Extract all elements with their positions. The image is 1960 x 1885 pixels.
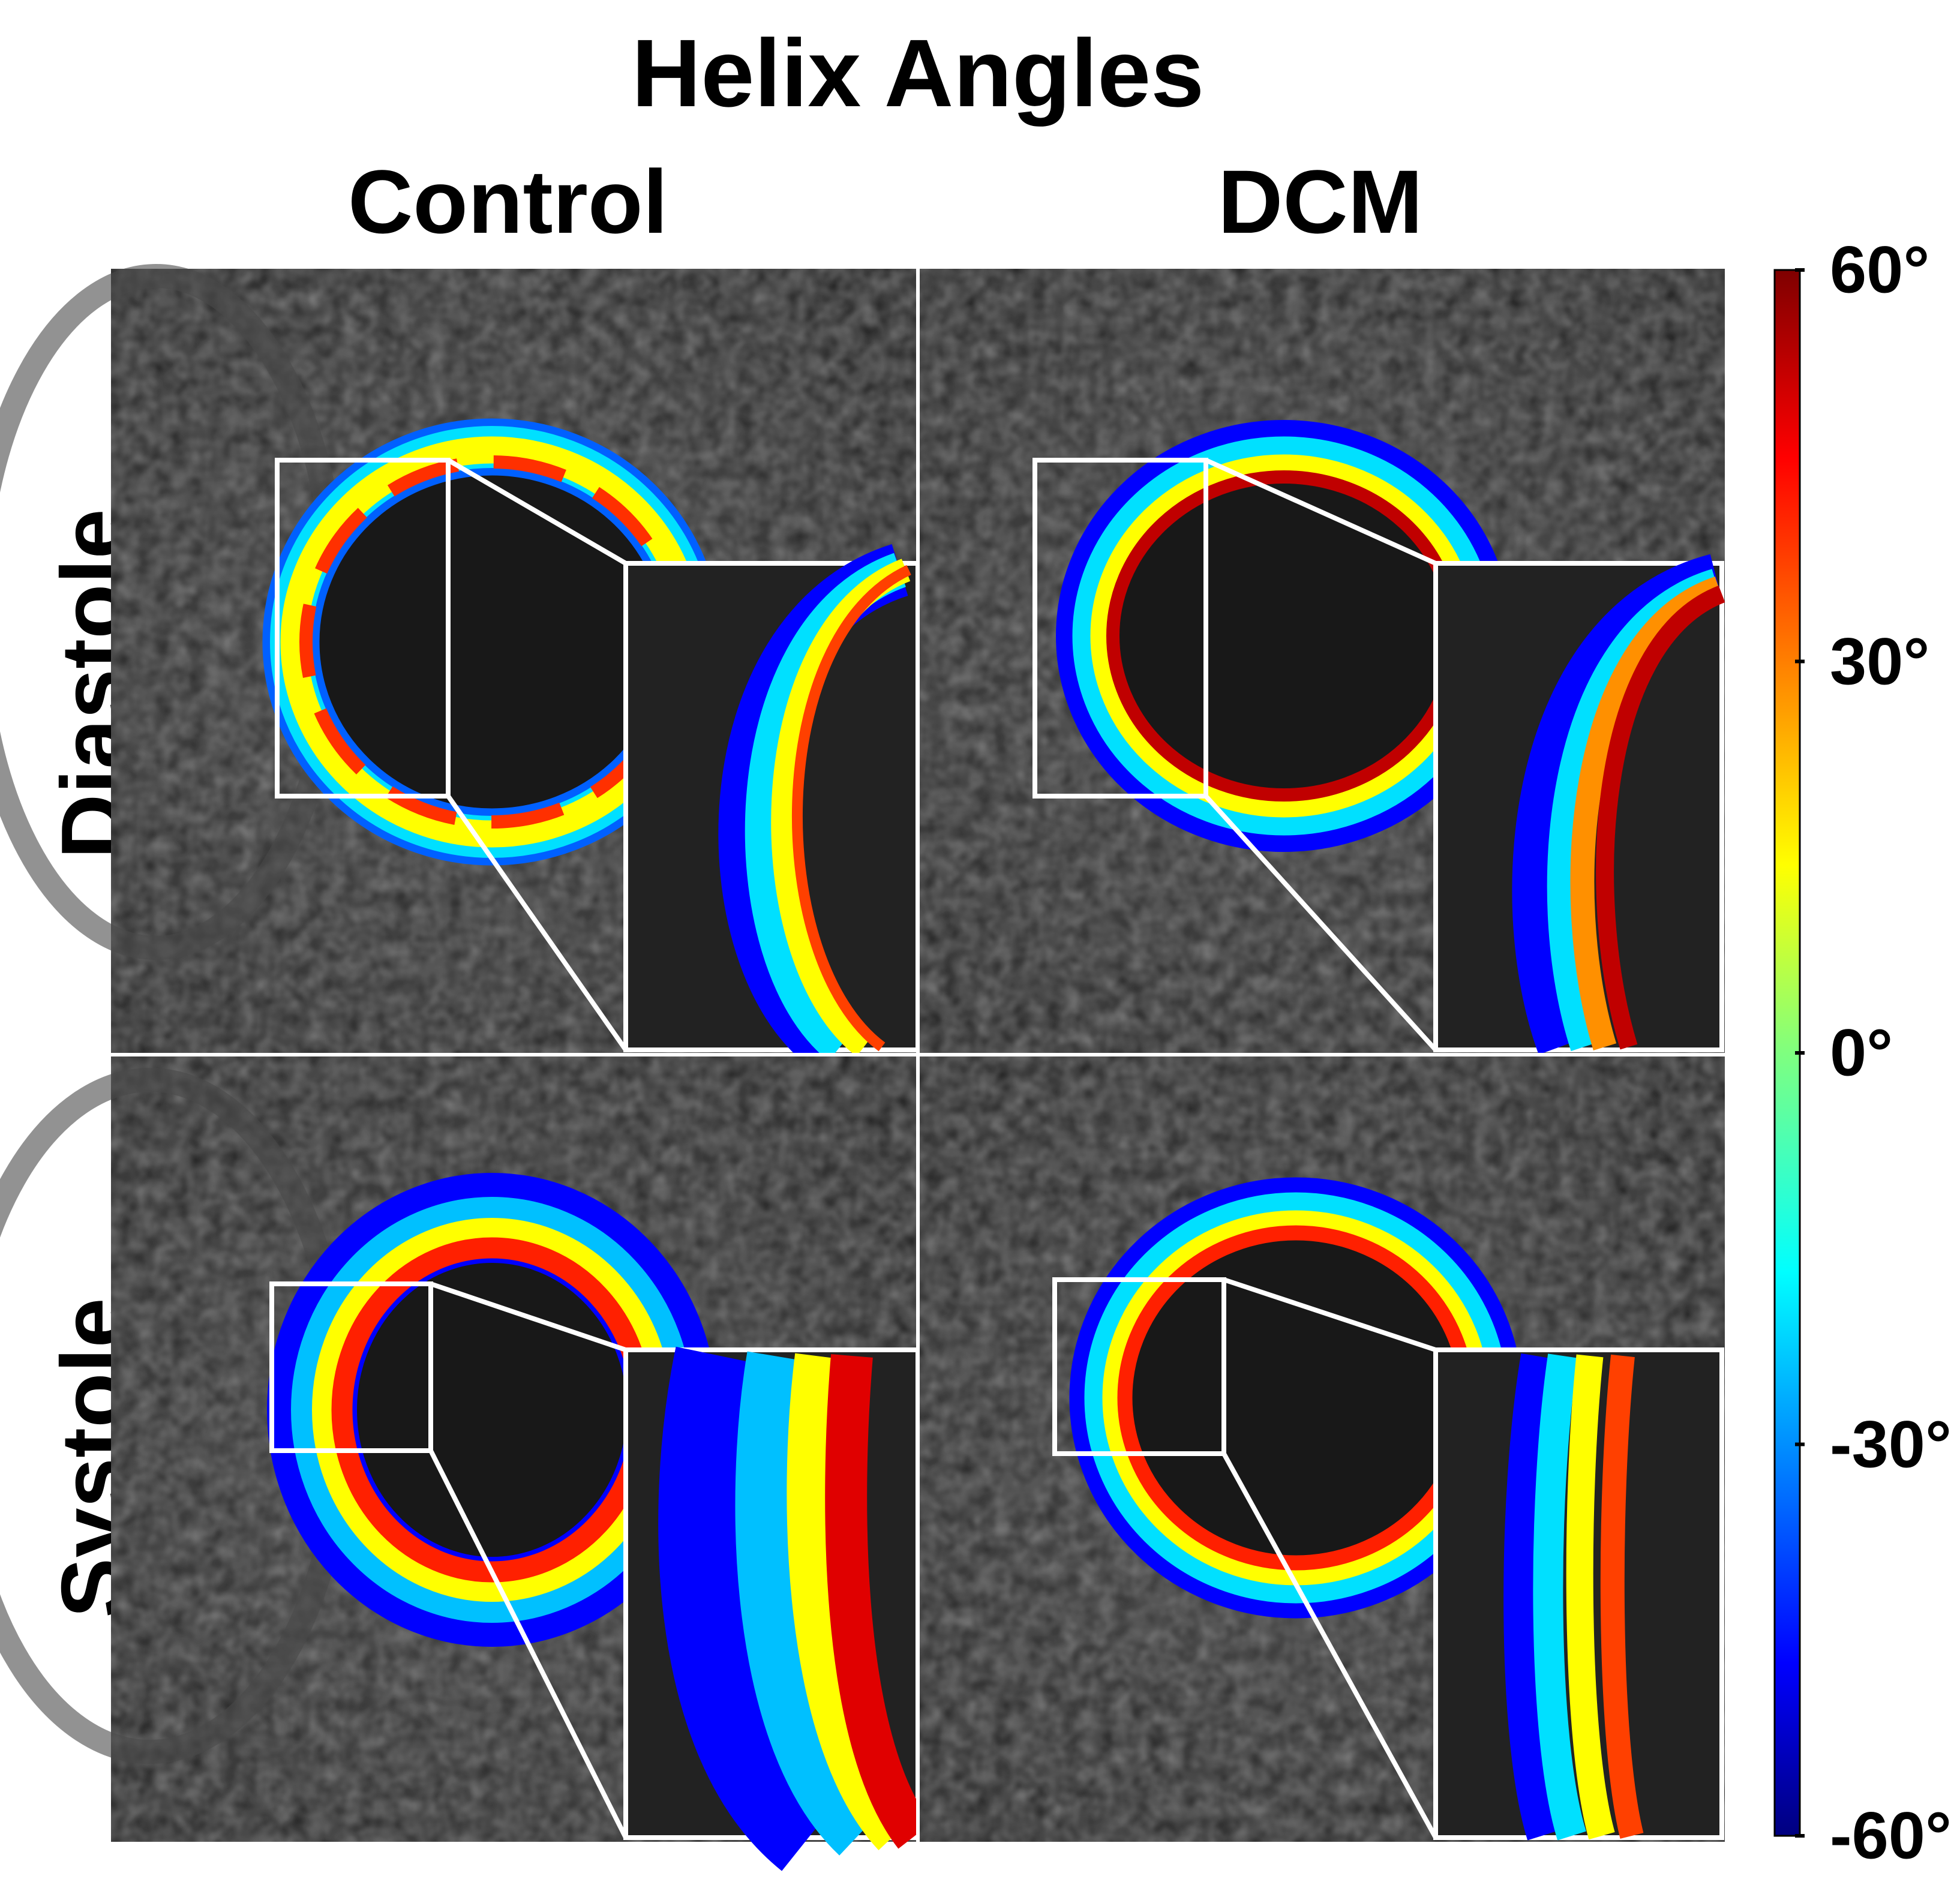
- panel-dcm-systole: [918, 1055, 1725, 1842]
- column-label-dcm: DCM: [1218, 151, 1423, 252]
- colorbar-tick-label: -30°: [1830, 1407, 1952, 1481]
- zoom-source-box: [1052, 1277, 1226, 1456]
- panel-control-diastole: [0, 264, 920, 1069]
- colorbar-tick-label: 0°: [1830, 1016, 1893, 1090]
- zoom-inset: [1433, 554, 1725, 1055]
- colorbar-tick-label: 60°: [1830, 233, 1930, 307]
- zoom-inset: [623, 1346, 932, 1871]
- colorbar: [1773, 268, 1805, 1838]
- figure-title: Helix Angles: [631, 19, 1205, 127]
- column-label-control: Control: [348, 151, 668, 252]
- colorbar-tick-label: 30°: [1830, 625, 1930, 698]
- panel-control-systole: [0, 1055, 932, 1871]
- zoom-inset: [1433, 1347, 1724, 1841]
- zoom-inset: [623, 544, 920, 1069]
- zoom-source-box: [275, 458, 451, 799]
- panel-dcm-diastole: [918, 269, 1725, 1055]
- zoom-source-box: [1032, 458, 1208, 799]
- zoom-source-box: [269, 1281, 433, 1453]
- colorbar-tick-label: -60°: [1830, 1799, 1952, 1873]
